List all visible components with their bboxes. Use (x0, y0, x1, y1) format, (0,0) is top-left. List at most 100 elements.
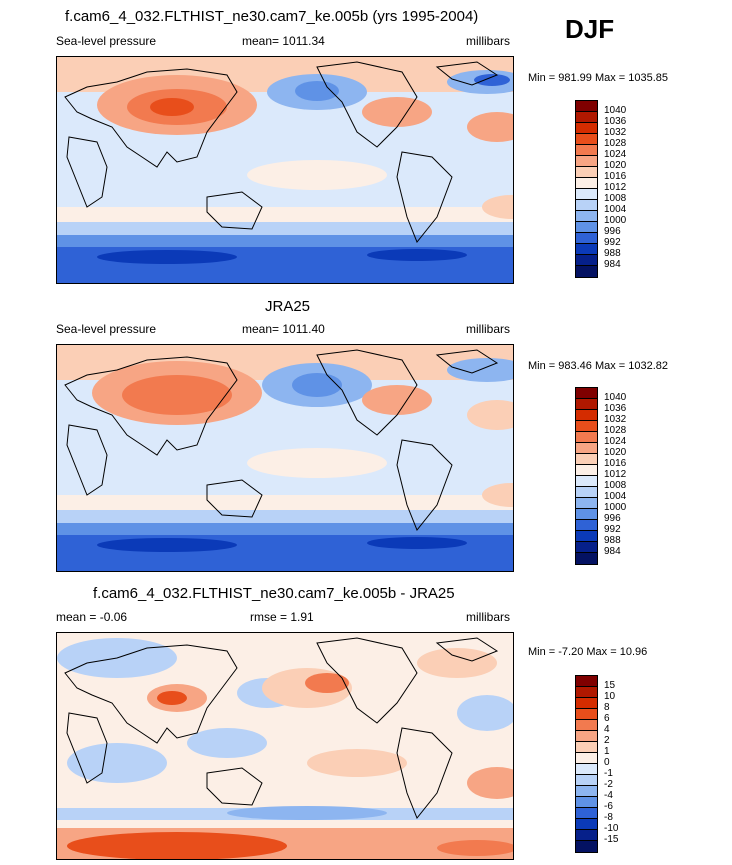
panel2-colorbar-label: 1040 (604, 392, 627, 403)
panel2-title: JRA25 (265, 298, 311, 315)
panel1-colorbar-label: 1032 (604, 127, 627, 138)
panel1-colorbar-label: 1012 (604, 182, 627, 193)
panel1-colorbar-label: 984 (604, 259, 621, 270)
panel3-colorbar-swatch (576, 841, 597, 852)
panel1-map (56, 56, 514, 284)
panel2-mean-label: mean= 1011.40 (242, 322, 325, 336)
panel3-map (56, 632, 514, 860)
panel1-colorbar-swatch (576, 189, 597, 200)
panel2-colorbar-swatch (576, 410, 597, 421)
panel3-colorbar-swatch (576, 687, 597, 698)
panel1-title: f.cam6_4_032.FLTHIST_ne30.cam7_ke.005b (… (65, 8, 479, 25)
panel2-colorbar-swatch (576, 509, 597, 520)
panel2-colorbar-label: 1004 (604, 491, 627, 502)
panel3-colorbar-swatch (576, 819, 597, 830)
panel3-colorbar-swatch (576, 731, 597, 742)
panel1-minmax: Min = 981.99 Max = 1035.85 (528, 72, 669, 84)
panel1-colorbar-label: 996 (604, 226, 621, 237)
panel2-colorbar-label: 996 (604, 513, 621, 524)
panel3-colorbar-swatch (576, 698, 597, 709)
panel1-colorbar-label: 1040 (604, 105, 627, 116)
panel3-colorbar-swatch (576, 775, 597, 786)
panel1-colorbar-label: 1028 (604, 138, 627, 149)
panel3-colorbar-label: -8 (604, 812, 613, 823)
panel1-colorbar-label: 992 (604, 237, 621, 248)
panel2-colorbar-swatch (576, 476, 597, 487)
panel3-colorbar-swatch (576, 797, 597, 808)
panel1-colorbar-label: 1004 (604, 204, 627, 215)
panel3-colorbar-swatch (576, 709, 597, 720)
panel1-colorbar-swatch (576, 211, 597, 222)
panel3-colorbar-swatch (576, 676, 597, 687)
panel3-colorbar-swatch (576, 786, 597, 797)
panel2-colorbar-swatch (576, 465, 597, 476)
panel1-colorbar (575, 100, 598, 278)
panel2-colorbar-swatch (576, 542, 597, 553)
panel3-colorbar-swatch (576, 720, 597, 731)
panel3-colorbar-label: -15 (604, 834, 619, 845)
panel2-colorbar-swatch (576, 432, 597, 443)
panel3-colorbar-label: 15 (604, 680, 616, 691)
panel2-colorbar-label: 1016 (604, 458, 627, 469)
panel2-units-label: millibars (466, 322, 511, 336)
panel3-map-contours (57, 633, 513, 859)
panel3-colorbar-label: 8 (604, 702, 610, 713)
panel2-colorbar-label: 1036 (604, 403, 627, 414)
panel3-colorbar-swatch (576, 764, 597, 775)
panel3-colorbar-label: 4 (604, 724, 610, 735)
panel3-colorbar-swatch (576, 742, 597, 753)
panel2-colorbar-label: 984 (604, 546, 621, 557)
panel2-colorbar-label: 1028 (604, 425, 627, 436)
panel1-colorbar-swatch (576, 134, 597, 145)
panel3-colorbar-label: -4 (604, 790, 613, 801)
panel1-colorbar-swatch (576, 200, 597, 211)
panel3-colorbar-label: -1 (604, 768, 613, 779)
panel1-colorbar-swatch (576, 178, 597, 189)
panel3-colorbar-label: 10 (604, 691, 616, 702)
panel1-colorbar-swatch (576, 156, 597, 167)
panel3-colorbar-label: 0 (604, 757, 610, 768)
panel2-colorbar-label: 992 (604, 524, 621, 535)
panel2-colorbar-label: 1008 (604, 480, 627, 491)
panel1-colorbar-label: 1016 (604, 171, 627, 182)
panel1-colorbar-swatch (576, 112, 597, 123)
panel3-minmax: Min = -7.20 Max = 10.96 (528, 646, 648, 658)
panel3-colorbar (575, 675, 598, 853)
panel3-colorbar-swatch (576, 808, 597, 819)
panel3-colorbar-label: -2 (604, 779, 613, 790)
panel3-colorbar-label: 2 (604, 735, 610, 746)
panel2-colorbar-swatch (576, 454, 597, 465)
panel2-colorbar-swatch (576, 531, 597, 542)
panel3-colorbar-label: 6 (604, 713, 610, 724)
panel1-mean-label: mean= 1011.34 (242, 34, 325, 48)
panel2-colorbar (575, 387, 598, 565)
panel3-units-label: millibars (466, 610, 511, 624)
panel1-colorbar-label: 1036 (604, 116, 627, 127)
panel1-colorbar-swatch (576, 244, 597, 255)
panel1-colorbar-swatch (576, 255, 597, 266)
panel2-variable-label: Sea-level pressure (56, 322, 157, 336)
panel3-colorbar-label: 1 (604, 746, 610, 757)
panel2-colorbar-swatch (576, 421, 597, 432)
panel1-colorbar-label: 1008 (604, 193, 627, 204)
panel1-colorbar-swatch (576, 233, 597, 244)
panel1-colorbar-swatch (576, 145, 597, 156)
panel2-colorbar-label: 988 (604, 535, 621, 546)
panel3-title: f.cam6_4_032.FLTHIST_ne30.cam7_ke.005b -… (93, 585, 455, 602)
panel3-colorbar-swatch (576, 830, 597, 841)
panel2-colorbar-swatch (576, 553, 597, 564)
panel1-colorbar-label: 988 (604, 248, 621, 259)
panel2-colorbar-swatch (576, 520, 597, 531)
panel1-colorbar-label: 1024 (604, 149, 627, 160)
panel1-colorbar-swatch (576, 167, 597, 178)
panel2-colorbar-swatch (576, 443, 597, 454)
panel2-colorbar-swatch (576, 498, 597, 509)
panel2-map-contours (57, 345, 513, 571)
panel1-colorbar-swatch (576, 101, 597, 112)
panel3-colorbar-label: -10 (604, 823, 619, 834)
panel1-colorbar-label: 1020 (604, 160, 627, 171)
panel1-units-label: millibars (466, 34, 511, 48)
panel1-variable-label: Sea-level pressure (56, 34, 157, 48)
panel3-colorbar-label: -6 (604, 801, 613, 812)
panel1-colorbar-swatch (576, 123, 597, 134)
